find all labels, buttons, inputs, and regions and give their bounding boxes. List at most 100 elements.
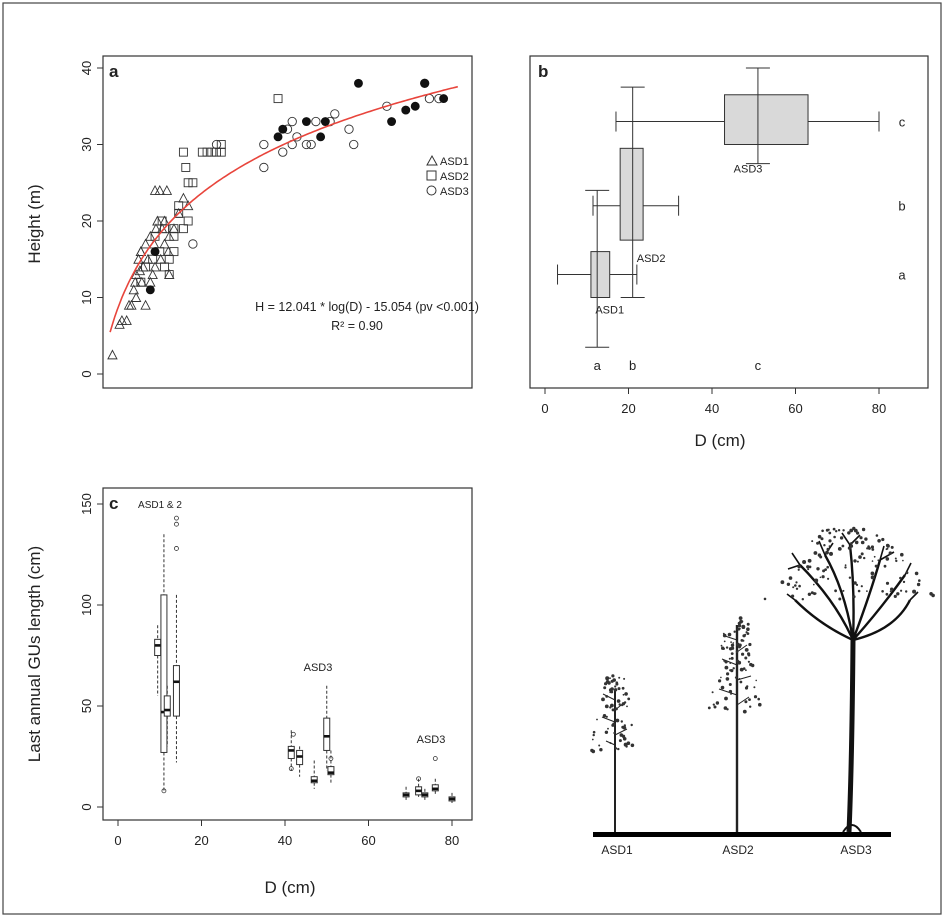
leaf <box>852 595 856 599</box>
point-asd1 <box>163 230 175 241</box>
leaf <box>630 723 633 727</box>
point-asd2 <box>273 94 283 104</box>
panel-c-xlabel: D (cm) <box>265 878 316 897</box>
leaf <box>737 627 741 631</box>
leaf <box>885 557 890 561</box>
point-asd3-filled <box>320 117 330 127</box>
leaf <box>875 534 879 537</box>
leaf <box>912 589 917 594</box>
leaf <box>730 641 732 643</box>
leaf <box>817 534 822 539</box>
panel-c: c Last annual GUs length (cm) D (cm) 0 20… <box>25 487 473 897</box>
leaf <box>742 709 747 714</box>
leaf <box>896 592 900 596</box>
leaf <box>610 690 614 694</box>
box <box>323 717 331 751</box>
point-asd3-filled <box>354 78 363 88</box>
leaf <box>723 706 728 710</box>
box <box>154 638 162 657</box>
leaf <box>866 590 868 592</box>
panel-a-points <box>107 78 449 360</box>
leaf <box>613 731 616 735</box>
leaf <box>739 680 743 684</box>
point-asd3-filled <box>387 117 397 127</box>
d-letter: b <box>629 358 636 373</box>
leaf <box>729 669 732 672</box>
point-asd1 <box>140 299 151 310</box>
leaf <box>822 569 826 573</box>
leaf <box>806 565 810 569</box>
leaf <box>740 620 744 623</box>
y-tick-label: 0 <box>79 370 94 377</box>
panel-a-legend: ASD1 ASD2 ASD3 <box>426 154 469 198</box>
leaf <box>611 723 615 727</box>
leaf <box>728 683 732 686</box>
leaf <box>826 547 830 551</box>
leaf <box>874 564 878 568</box>
leaf <box>863 556 866 560</box>
tree-label-asd1: ASD1 <box>601 843 633 857</box>
outlier <box>432 756 438 761</box>
legend-circle-icon <box>426 185 437 196</box>
leaf <box>861 527 866 532</box>
leaf <box>614 707 618 711</box>
leaf <box>730 646 735 650</box>
leaf <box>889 590 892 593</box>
leaf <box>857 589 861 593</box>
leaf <box>603 686 607 690</box>
leaf <box>734 676 738 679</box>
box <box>287 745 295 760</box>
point-asd1 <box>145 230 156 241</box>
leaf <box>900 552 904 557</box>
leaf <box>819 555 823 559</box>
leaf <box>741 652 745 656</box>
leaf <box>902 580 906 584</box>
point-asd3 <box>259 162 269 173</box>
leaf <box>707 706 711 710</box>
point-asd3-filled <box>278 124 288 134</box>
x-tick-label: 40 <box>278 833 292 848</box>
box <box>163 695 171 717</box>
outlier <box>288 766 294 772</box>
leaf <box>870 545 875 549</box>
leaf <box>849 528 854 533</box>
leaf <box>742 634 746 638</box>
legend-asd2: ASD2 <box>440 171 469 183</box>
group-box <box>590 251 611 299</box>
leaf <box>592 733 595 737</box>
leaf <box>738 616 743 620</box>
outlier <box>416 776 422 782</box>
leaf <box>605 676 610 681</box>
leaf <box>620 720 623 723</box>
leaf <box>821 529 824 533</box>
leaf <box>885 543 890 548</box>
panel-a: a Height (m) 0 10 20 30 40 ASD1 ASD2 ASD3 H … <box>25 55 479 389</box>
leaf <box>832 527 836 531</box>
panel-c-label: c <box>109 494 118 513</box>
leaf <box>614 685 617 688</box>
point-asd3-filled <box>439 94 449 104</box>
tree-label-asd2: ASD2 <box>722 843 754 857</box>
group-box <box>619 147 644 241</box>
leaf <box>744 656 748 660</box>
group-name-label: ASD3 <box>734 164 763 176</box>
point-asd2 <box>181 162 191 172</box>
leaf <box>780 580 785 585</box>
leaf <box>758 702 762 707</box>
point-asd2 <box>202 147 212 157</box>
leaf <box>748 698 751 701</box>
leaf <box>596 718 598 721</box>
outlier <box>174 515 179 521</box>
leaf <box>712 703 715 706</box>
outlier <box>161 788 167 794</box>
panel-a-label: a <box>109 62 119 81</box>
leaf <box>723 659 726 662</box>
leaf <box>807 558 812 563</box>
leaf <box>811 540 814 543</box>
point-asd3 <box>278 147 288 157</box>
leaf <box>853 559 857 563</box>
leaf <box>737 621 741 625</box>
legend-triangle-icon <box>426 154 438 166</box>
leaf <box>918 579 921 582</box>
panel-c-boxes <box>154 515 456 803</box>
